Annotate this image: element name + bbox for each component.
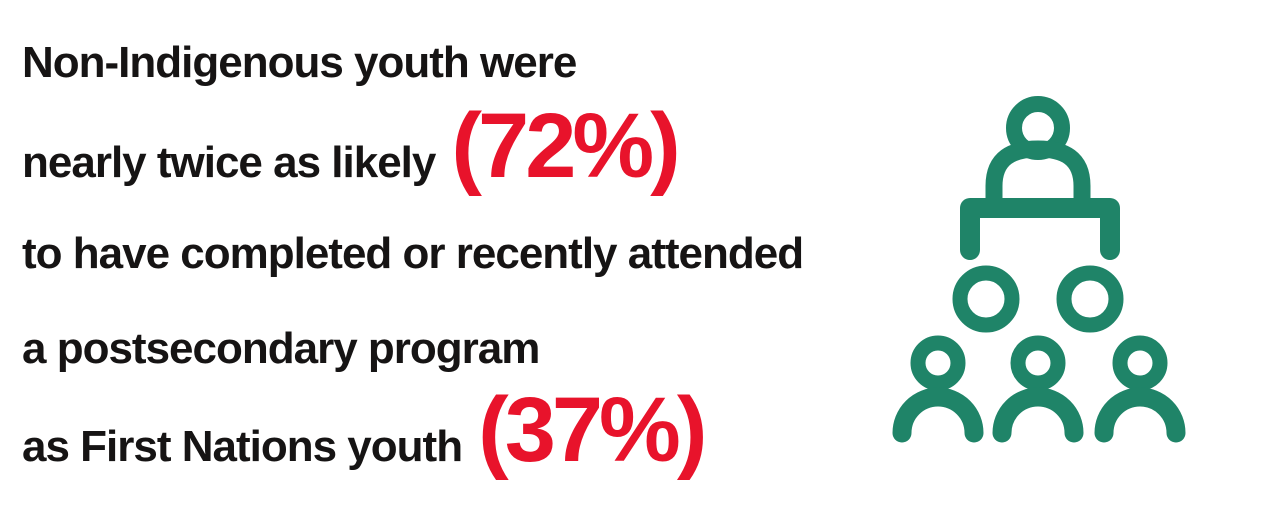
presenter-with-audience-icon	[892, 90, 1188, 450]
audience-shoulders-icon	[992, 387, 1084, 443]
statement-text: a postsecondary program	[22, 324, 540, 373]
audience-head-icon	[952, 265, 1020, 333]
audience-head-icon	[1112, 335, 1168, 391]
statement-line-3: to have completed or recently attended	[22, 229, 804, 278]
audience-head-icon	[1056, 265, 1124, 333]
statement-line-4: a postsecondary program	[22, 324, 540, 373]
audience-shoulders-icon	[1094, 387, 1186, 443]
statement-text: as First Nations youth	[22, 422, 463, 471]
statement-line-2: nearly twice as likely (72%)	[22, 95, 681, 197]
statement-line-5: as First Nations youth (37%)	[22, 379, 708, 481]
stat-highlight-72-percent: (72%)	[451, 95, 680, 197]
audience-shoulders-icon	[892, 387, 984, 443]
audience-row-middle	[952, 265, 1124, 333]
presenter-with-audience-svg	[892, 96, 1186, 443]
audience-head-icon	[1010, 335, 1066, 391]
audience-head-icon	[910, 335, 966, 391]
statement-text: nearly twice as likely	[22, 138, 436, 187]
stat-highlight-37-percent: (37%)	[478, 379, 707, 481]
statement-text: Non-Indigenous youth were	[22, 38, 577, 87]
statement-line-1: Non-Indigenous youth were	[22, 38, 577, 87]
podium-table-icon	[960, 198, 1120, 260]
presenter-figure	[960, 96, 1120, 260]
audience-row-front	[892, 335, 1186, 443]
statement-text: to have completed or recently attended	[22, 229, 804, 278]
presenter-body-icon	[985, 140, 1091, 210]
